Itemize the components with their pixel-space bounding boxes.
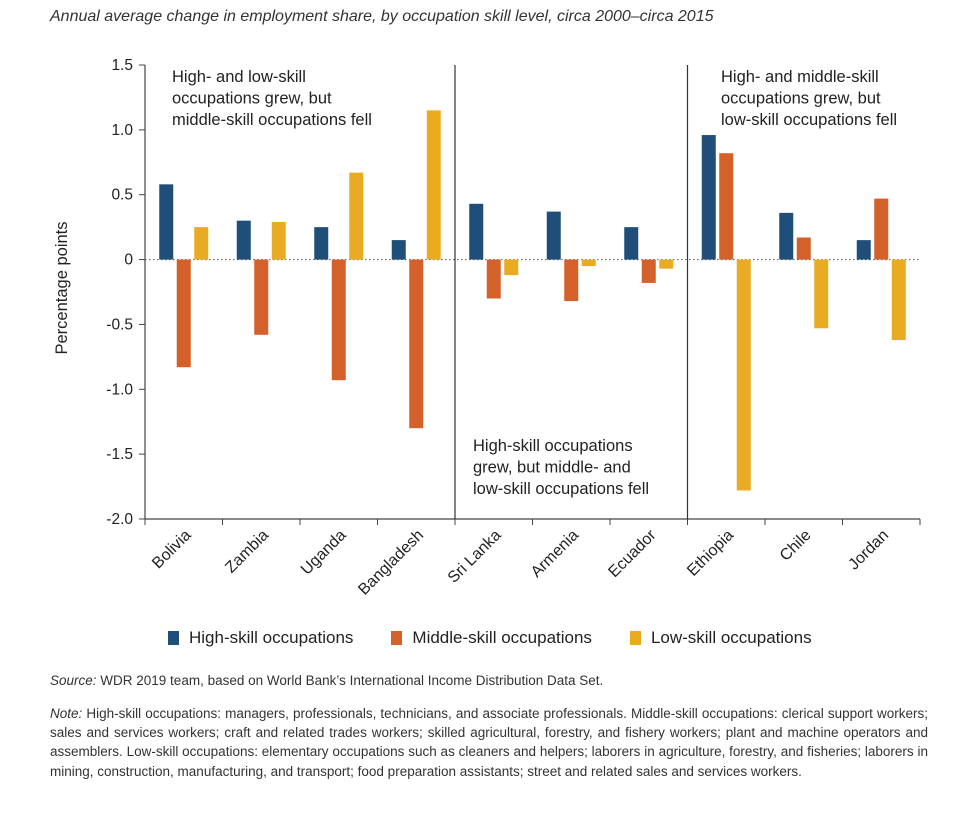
bar: [564, 259, 579, 302]
group-annotation: High-skill occupations grew, but middle- …: [473, 437, 649, 498]
bar: [891, 259, 906, 340]
group-annotation-line: grew, but middle- and: [473, 459, 631, 477]
source-label: Source:: [50, 673, 97, 688]
x-tick-label: Jordan: [845, 527, 892, 574]
group-annotation-line: occupations grew, but: [172, 90, 332, 108]
group-annotation-line: High-skill occupations: [473, 437, 633, 455]
bar: [159, 184, 174, 260]
legend-item-middle: Middle-skill occupations: [391, 628, 592, 648]
bar: [236, 220, 251, 260]
group-annotation-line: low-skill occupations fell: [473, 480, 649, 498]
legend-label-high: High-skill occupations: [189, 628, 354, 647]
note-text: High-skill occupations: managers, profes…: [50, 706, 928, 779]
bar: [331, 259, 346, 381]
bar: [659, 259, 674, 269]
bar: [719, 153, 734, 260]
x-tick-label: Ethiopia: [684, 527, 737, 580]
bar-chart: 1.5 1.0 0.5 0 -0.5 -1.0 -1.5 -2.0 Percentage poi…: [53, 57, 921, 599]
legend-label-low: Low-skill occupations: [650, 628, 812, 647]
legend-item-low: Low-skill occupations: [629, 628, 812, 648]
x-tick-label: Zambia: [222, 527, 272, 577]
y-axis-label: Percentage points: [53, 221, 71, 354]
y-tick-label: 0: [124, 252, 133, 269]
y-tick-label: -2.0: [106, 511, 133, 528]
bar: [736, 259, 751, 491]
definitions-note: Note: High-skill occupations: managers, …: [50, 704, 928, 781]
bar: [391, 240, 406, 260]
bar: [581, 259, 596, 267]
source-text: WDR 2019 team, based on World Bank’s Int…: [96, 673, 604, 688]
y-tick-label: -1.5: [106, 446, 133, 463]
chart-subtitle: Annual average change in employment shar…: [50, 8, 714, 25]
group-annotation: High- and low-skill occupations grew, but…: [172, 68, 372, 129]
bar: [314, 227, 329, 260]
group-annotation-line: middle-skill occupations fell: [172, 111, 372, 129]
bar: [254, 259, 269, 335]
bar: [701, 135, 716, 260]
bar: [504, 259, 519, 276]
x-tick-label: Sri Lanka: [445, 527, 505, 587]
y-tick-label: 1.5: [111, 57, 133, 74]
bar: [814, 259, 829, 329]
legend-swatch-high: [168, 631, 179, 645]
bar: [874, 198, 889, 260]
bar: [194, 227, 209, 260]
x-tick-label: Chile: [777, 527, 815, 565]
chart-legend: High-skill occupations Middle-skill occu…: [168, 628, 928, 648]
bar: [546, 211, 561, 260]
y-tick-label: -0.5: [106, 316, 133, 333]
bar: [349, 172, 364, 260]
legend-swatch-middle: [391, 631, 403, 645]
x-tick-label: Armenia: [528, 527, 582, 581]
x-tick-label: Bangladesh: [355, 527, 427, 599]
x-tick-label: Bolivia: [149, 527, 194, 572]
legend-item-high: High-skill occupations: [168, 628, 353, 648]
x-tick-label: Uganda: [298, 527, 350, 579]
legend-label-middle: Middle-skill occupations: [412, 628, 592, 647]
source-note: Source: WDR 2019 team, based on World Ba…: [50, 673, 930, 688]
legend-swatch-low: [629, 631, 641, 645]
bar: [624, 227, 639, 260]
bar: [176, 259, 191, 368]
x-tick-label: Ecuador: [605, 526, 660, 581]
group-annotation-line: High- and middle-skill: [721, 68, 879, 86]
bar: [486, 259, 501, 299]
bar: [641, 259, 656, 283]
note-label: Note:: [50, 706, 83, 721]
bar: [409, 259, 424, 429]
bar: [779, 212, 794, 260]
bar: [426, 110, 441, 260]
group-annotation-line: low-skill occupations fell: [721, 111, 897, 129]
group-annotation-line: High- and low-skill: [172, 68, 306, 86]
group-annotation: High- and middle-skill occupations grew, …: [721, 68, 897, 129]
y-tick-label: 0.5: [111, 187, 133, 204]
bar: [271, 221, 286, 260]
group-annotation-line: occupations grew, but: [721, 90, 881, 108]
y-tick-label: -1.0: [106, 381, 133, 398]
bar: [856, 240, 871, 260]
bar: [469, 203, 484, 260]
bar: [796, 237, 811, 260]
y-tick-label: 1.0: [111, 122, 133, 139]
